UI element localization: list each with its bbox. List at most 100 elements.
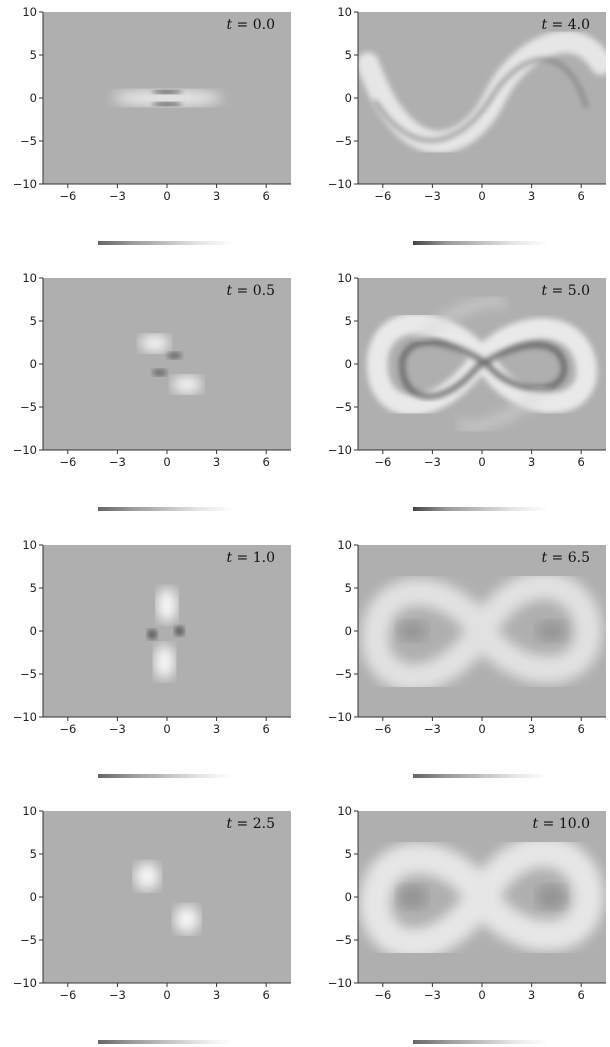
panel-t-0-5: −6 −3 0 3 6 10 5 0 −5 −10 t = 0.5 <box>13 271 291 511</box>
y-tick-label: −5 <box>335 134 352 148</box>
colorbar <box>413 241 548 245</box>
x-tick-label: −3 <box>109 189 126 203</box>
y-tick-label: −5 <box>335 400 352 414</box>
colorbar <box>98 241 233 245</box>
field-blob <box>147 629 158 640</box>
x-tick-label: 3 <box>213 455 220 469</box>
y-tick-label: −10 <box>13 443 37 457</box>
colorbar <box>413 507 548 511</box>
field-filament <box>457 385 549 432</box>
x-tick-label: 3 <box>213 722 220 736</box>
x-tick-label: −6 <box>59 189 76 203</box>
x-tick-label: −6 <box>374 189 391 203</box>
x-tick-label: 6 <box>578 455 585 469</box>
y-tick-label: −5 <box>335 667 352 681</box>
y-tick-label: −10 <box>13 177 37 191</box>
y-tick-label: 0 <box>30 624 37 638</box>
y-tick-label: 10 <box>337 5 352 19</box>
time-label: t = 5.0 <box>541 283 590 299</box>
x-tick-label: 6 <box>263 455 270 469</box>
field-filament <box>373 58 588 142</box>
x-tick-label: −6 <box>59 455 76 469</box>
x-tick-label: 6 <box>263 988 270 1002</box>
colorbar <box>98 1040 233 1044</box>
x-tick-label: 0 <box>478 722 485 736</box>
y-tick-label: −10 <box>328 976 352 990</box>
field-blob <box>174 905 200 934</box>
y-tick-label: −5 <box>20 667 37 681</box>
field-structure <box>139 334 202 394</box>
panel-t-10-0: −6 −3 0 3 6 10 5 0 −5 −10 t = 10.0 <box>328 804 606 1044</box>
x-tick-label: 6 <box>263 189 270 203</box>
field-structure <box>361 571 603 692</box>
time-label: t = 2.5 <box>226 816 275 832</box>
x-tick-label: 0 <box>163 455 170 469</box>
x-tick-label: 3 <box>528 988 535 1002</box>
time-label: t = 6.5 <box>541 550 590 566</box>
panel-t-1-0: −6 −3 0 3 6 10 5 0 −5 −10 t = 1.0 <box>13 538 291 778</box>
field-blob <box>536 884 567 910</box>
panel-t-4-0: −6 −3 0 3 6 10 5 0 −5 −10 t = 4.0 <box>328 5 606 245</box>
field-blob <box>152 89 182 95</box>
x-tick-label: −6 <box>374 455 391 469</box>
field-blob <box>152 369 167 377</box>
x-tick-label: −3 <box>424 189 441 203</box>
y-tick-label: 0 <box>345 357 352 371</box>
x-tick-label: 6 <box>578 722 585 736</box>
x-tick-label: 0 <box>163 988 170 1002</box>
field-blob <box>397 884 428 910</box>
field-filament <box>415 296 507 343</box>
y-tick-label: 10 <box>22 538 37 552</box>
y-tick-label: 5 <box>30 48 37 62</box>
field-filament <box>359 836 605 960</box>
field-filament <box>399 339 567 399</box>
panel-t-0-0: −6 −3 0 3 6 10 5 0 −5 −10 t = 0.0 <box>13 5 291 245</box>
panel-t-2-5: −6 −3 0 3 6 10 5 0 −5 −10 t = 2.5 <box>13 804 291 1044</box>
field-blob <box>134 862 160 891</box>
field-structure <box>134 862 200 934</box>
y-tick-label: −5 <box>20 134 37 148</box>
field-structure <box>366 296 597 432</box>
field-blob <box>157 588 177 623</box>
field-blob <box>154 644 175 680</box>
x-tick-label: 3 <box>213 189 220 203</box>
y-tick-label: 5 <box>345 48 352 62</box>
field-filament <box>358 30 606 154</box>
panel-t-6-5: −6 −3 0 3 6 10 5 0 −5 −10 t = 6.5 <box>328 538 606 778</box>
field-background <box>43 545 291 717</box>
field-blob <box>536 620 567 642</box>
field-filament <box>361 571 603 692</box>
x-tick-label: −3 <box>109 722 126 736</box>
y-tick-label: 0 <box>30 357 37 371</box>
x-tick-label: −6 <box>374 722 391 736</box>
x-tick-label: −6 <box>59 722 76 736</box>
y-tick-label: −5 <box>20 400 37 414</box>
colorbar <box>413 1040 548 1044</box>
field-blob <box>167 351 182 359</box>
y-tick-label: 0 <box>345 624 352 638</box>
x-tick-label: 0 <box>163 189 170 203</box>
y-tick-label: 10 <box>22 271 37 285</box>
x-tick-label: 3 <box>528 722 535 736</box>
y-tick-label: 5 <box>30 847 37 861</box>
y-tick-label: −10 <box>328 177 352 191</box>
time-label: t = 10.0 <box>533 816 590 832</box>
y-tick-label: 0 <box>345 890 352 904</box>
colorbar <box>413 774 548 778</box>
field-blob <box>152 101 182 107</box>
y-tick-label: 5 <box>345 847 352 861</box>
field-blob <box>139 334 170 352</box>
x-tick-label: −6 <box>374 988 391 1002</box>
x-tick-label: 3 <box>528 455 535 469</box>
x-tick-label: 3 <box>213 988 220 1002</box>
x-tick-label: 6 <box>578 988 585 1002</box>
x-tick-label: 0 <box>163 722 170 736</box>
y-tick-label: 0 <box>345 91 352 105</box>
y-tick-label: 10 <box>337 271 352 285</box>
field-background <box>43 811 291 983</box>
field-structure <box>359 836 605 960</box>
time-label: t = 0.0 <box>226 17 275 33</box>
x-tick-label: −3 <box>424 455 441 469</box>
y-tick-label: −10 <box>13 710 37 724</box>
